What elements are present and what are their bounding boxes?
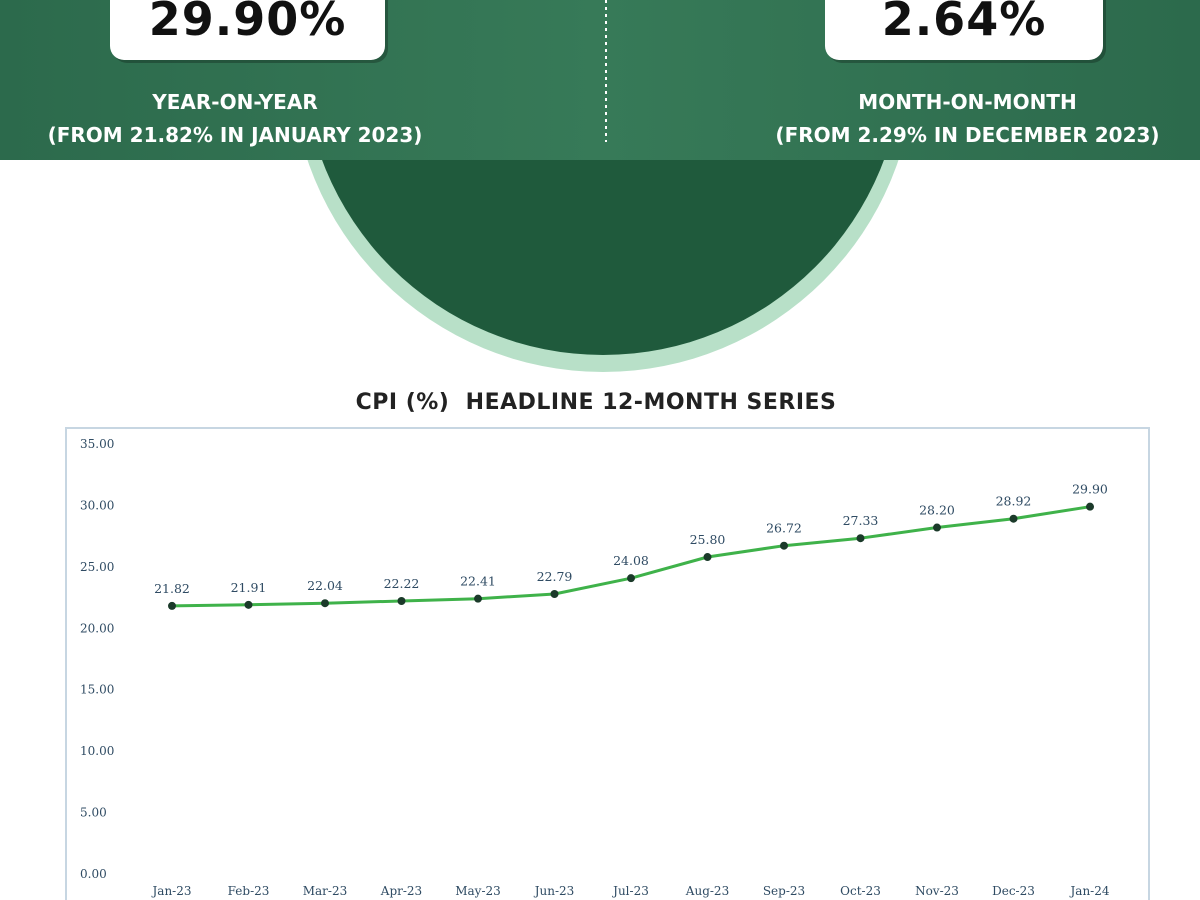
x-tick-label: Apr-23 xyxy=(380,884,422,898)
data-label: 27.33 xyxy=(843,513,879,528)
mom-sublabel: (FROM 2.29% IN DECEMBER 2023) xyxy=(775,123,1160,147)
data-label: 22.41 xyxy=(460,574,496,589)
x-tick-label: Jul-23 xyxy=(611,884,649,898)
x-tick-label: May-23 xyxy=(455,884,501,898)
data-label: 26.72 xyxy=(766,521,802,536)
y-tick-label: 25.00 xyxy=(80,560,114,574)
y-tick-label: 20.00 xyxy=(80,621,114,635)
y-tick-label: 10.00 xyxy=(80,744,114,758)
data-point xyxy=(321,599,329,608)
data-labels: 21.82 21.91 22.04 22.22 22.41 22.79 24.08 25.80… xyxy=(154,482,1108,596)
data-point xyxy=(1086,502,1094,511)
data-point xyxy=(550,590,559,599)
y-tick-label: 15.00 xyxy=(80,683,114,697)
mom-label: MONTH-ON-MONTH xyxy=(858,90,1077,114)
data-point xyxy=(856,534,865,543)
mom-label-block: MONTH-ON-MONTH (FROM 2.29% IN DECEMBER 2… xyxy=(735,86,1200,152)
x-tick-label: Feb-23 xyxy=(228,884,270,898)
data-label: 21.82 xyxy=(154,581,190,596)
yoy-label: YEAR-ON-YEAR xyxy=(152,90,318,114)
data-label: 22.79 xyxy=(537,569,573,584)
data-label: 29.90 xyxy=(1072,482,1108,497)
yoy-sublabel: (FROM 21.82% IN JANUARY 2023) xyxy=(47,123,423,147)
data-point xyxy=(780,541,788,550)
x-tick-label: Aug-23 xyxy=(685,884,729,898)
data-label: 25.80 xyxy=(690,532,726,547)
x-tick-label: Jun-23 xyxy=(533,884,575,898)
data-point xyxy=(397,597,406,606)
y-axis-ticks: 0.00 5.00 10.00 15.00 20.00 25.00 30.00 35.00 xyxy=(80,437,114,881)
x-tick-label: Mar-23 xyxy=(303,884,348,898)
x-tick-label: Dec-23 xyxy=(992,884,1035,898)
mom-value-box: 2.64% xyxy=(825,0,1103,60)
x-axis-ticks: Jan-23 Feb-23 Mar-23 Apr-23 May-23 Jun-23 Jul-… xyxy=(150,884,1109,898)
data-point xyxy=(627,574,635,583)
y-tick-label: 35.00 xyxy=(80,437,114,451)
data-point xyxy=(168,601,176,610)
data-point xyxy=(703,553,712,562)
data-label: 22.22 xyxy=(384,576,420,591)
yoy-label-block: YEAR-ON-YEAR (FROM 21.82% IN JANUARY 202… xyxy=(0,86,470,152)
data-label: 28.92 xyxy=(996,494,1032,509)
data-label: 22.04 xyxy=(307,578,343,593)
x-tick-label: Jan-24 xyxy=(1068,884,1109,898)
series-markers xyxy=(168,502,1094,610)
data-point xyxy=(1009,514,1018,523)
x-tick-label: Jan-23 xyxy=(150,884,191,898)
x-tick-label: Oct-23 xyxy=(840,884,881,898)
plot-frame xyxy=(65,427,1150,900)
data-point xyxy=(244,600,253,609)
y-tick-label: 30.00 xyxy=(80,498,114,512)
data-point xyxy=(474,594,482,603)
mom-value: 2.64% xyxy=(881,0,1047,46)
data-label: 28.20 xyxy=(919,503,955,518)
yoy-value-box: 29.90% xyxy=(110,0,385,60)
data-point xyxy=(933,523,941,532)
y-tick-label: 5.00 xyxy=(80,806,107,820)
data-label: 24.08 xyxy=(613,553,649,568)
data-label: 21.91 xyxy=(231,580,267,595)
yoy-value: 29.90% xyxy=(148,0,347,46)
chart-title: CPI (%) HEADLINE 12-MONTH SERIES xyxy=(355,390,837,415)
x-tick-label: Sep-23 xyxy=(763,884,805,898)
x-tick-label: Nov-23 xyxy=(915,884,959,898)
y-tick-label: 0.00 xyxy=(80,867,107,881)
